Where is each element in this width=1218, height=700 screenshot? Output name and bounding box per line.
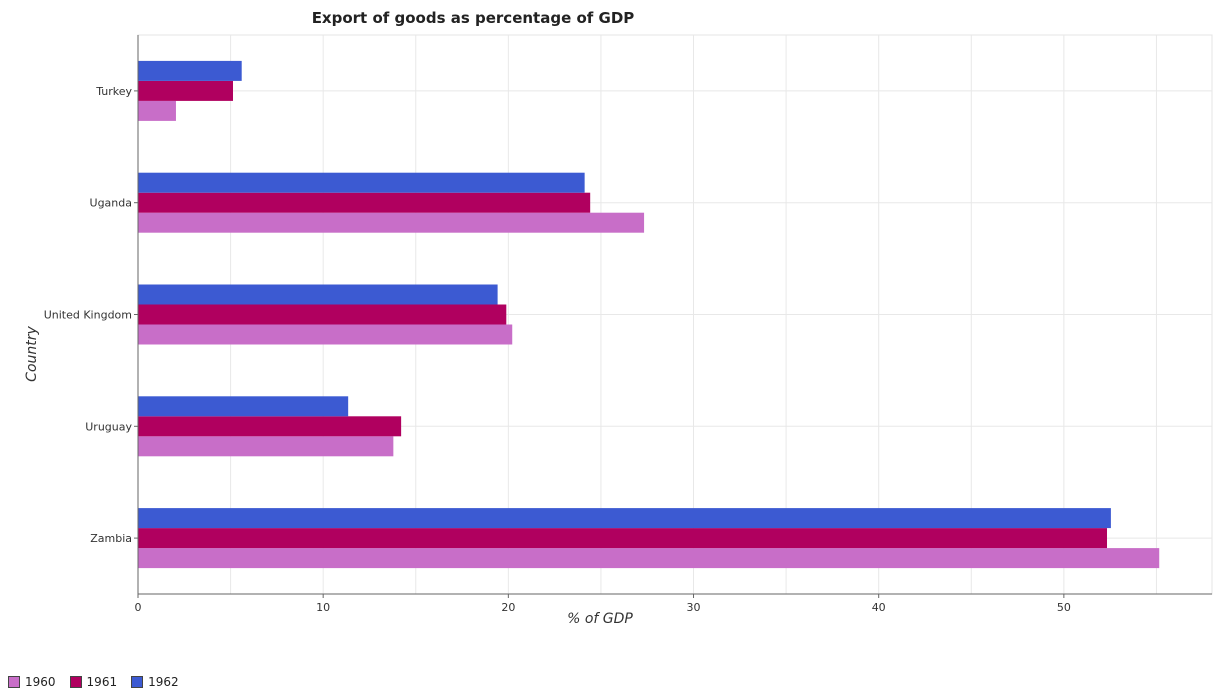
y-axis-title: Country — [24, 325, 40, 381]
x-tick-label: 40 — [872, 601, 886, 614]
bar-uruguay-1961 — [138, 416, 402, 437]
y-tick-label: United Kingdom — [44, 309, 132, 322]
bar-uruguay-1960 — [138, 436, 394, 457]
bar-zambia-1962 — [138, 508, 1111, 529]
y-tick-label: Uganda — [90, 197, 132, 210]
y-tick-label: Uruguay — [85, 420, 132, 433]
x-tick-label: 20 — [501, 601, 515, 614]
bar-united-kingdom-1961 — [138, 304, 507, 325]
chart-title: Export of goods as percentage of GDP — [311, 9, 635, 27]
y-tick-label: Turkey — [95, 85, 132, 98]
bar-uganda-1961 — [138, 192, 591, 213]
legend-item-1962: 1962 — [131, 675, 179, 689]
x-axis-title: % of GDP — [567, 611, 633, 627]
x-tick-label: 50 — [1057, 601, 1071, 614]
legend-swatch — [69, 676, 82, 688]
x-tick-label: 10 — [316, 601, 330, 614]
bar-turkey-1961 — [138, 80, 233, 101]
bar-united-kingdom-1960 — [138, 324, 513, 345]
x-tick-label: 30 — [687, 601, 701, 614]
y-tick-label: Zambia — [90, 532, 132, 545]
bar-zambia-1960 — [138, 548, 1160, 569]
bar-turkey-1960 — [138, 100, 176, 121]
bar-uruguay-1962 — [138, 396, 349, 417]
bar-uganda-1962 — [138, 172, 585, 193]
legend-swatch — [8, 676, 20, 688]
bar-zambia-1961 — [138, 528, 1108, 549]
axes: Turkey Uganda United Kingdom Uruguay Zambia 0… — [44, 35, 1212, 614]
legend-swatch — [131, 676, 144, 688]
legend-label: 1962 — [148, 675, 179, 689]
x-tick-label: 0 — [135, 601, 142, 614]
legend-label: 1961 — [86, 675, 118, 689]
bar-turkey-1962 — [138, 60, 242, 81]
legend-item-1960: 1960 — [8, 675, 56, 689]
bar-uganda-1960 — [138, 212, 645, 233]
bars — [138, 60, 1160, 569]
legend: 1960 1961 1962 — [8, 675, 193, 689]
bar-united-kingdom-1962 — [138, 284, 498, 305]
legend-label: 1960 — [25, 675, 56, 689]
legend-item-1961: 1961 — [69, 675, 118, 689]
